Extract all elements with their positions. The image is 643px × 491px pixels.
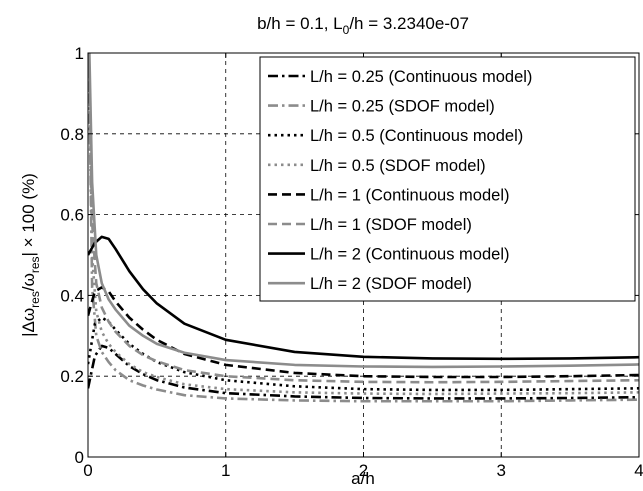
- legend-label-1: L/h = 0.25 (Continuous model): [310, 68, 532, 86]
- y-tick-label: 0.6: [60, 206, 84, 225]
- legend-label-5: L/h = 1 (Continuous model): [310, 186, 510, 204]
- series-group: [88, 53, 639, 403]
- legend-box: [259, 56, 636, 302]
- legend-label-3: L/h = 0.5 (Continuous model): [310, 127, 523, 145]
- series-line-6: [88, 69, 639, 384]
- y-tick-label: 0: [75, 448, 84, 467]
- x-axis-label: a/h: [351, 469, 375, 488]
- legend-label-6: L/h = 1 (SDOF model): [310, 216, 472, 234]
- y-tick-label: 0.8: [60, 125, 84, 144]
- y-tick-label: 0.4: [60, 286, 84, 305]
- x-tick-label: 4: [634, 461, 643, 480]
- series-line-7: [88, 235, 639, 361]
- x-tick-label: 0: [83, 461, 92, 480]
- series-line-4: [88, 81, 639, 396]
- legend: L/h = 0.25 (Continuous model) L/h = 0.25 …: [259, 56, 636, 302]
- x-tick-label: 2: [359, 461, 368, 480]
- series-line-3: [88, 316, 639, 392]
- legend-label-7: L/h = 2 (Continuous model): [310, 246, 510, 264]
- legend-label-2: L/h = 0.25 (SDOF model): [310, 98, 495, 116]
- series-line-8: [88, 53, 639, 369]
- y-axis-label: |Δωres/ωres| × 100 (%): [19, 173, 42, 337]
- series-line-1: [88, 344, 639, 400]
- y-tick-label: 0.2: [60, 367, 84, 386]
- legend-label-4: L/h = 0.5 (SDOF model): [310, 157, 486, 175]
- y-tick-label: 1: [75, 44, 84, 63]
- x-tick-label: 1: [221, 461, 230, 480]
- series-line-5: [88, 286, 639, 379]
- series-line-2: [88, 93, 639, 403]
- x-tick-label: 3: [497, 461, 506, 480]
- legend-label-8: L/h = 2 (SDOF model): [310, 275, 472, 293]
- chart-title: b/h = 0.1, L0/h = 3.2340e-07: [257, 14, 469, 37]
